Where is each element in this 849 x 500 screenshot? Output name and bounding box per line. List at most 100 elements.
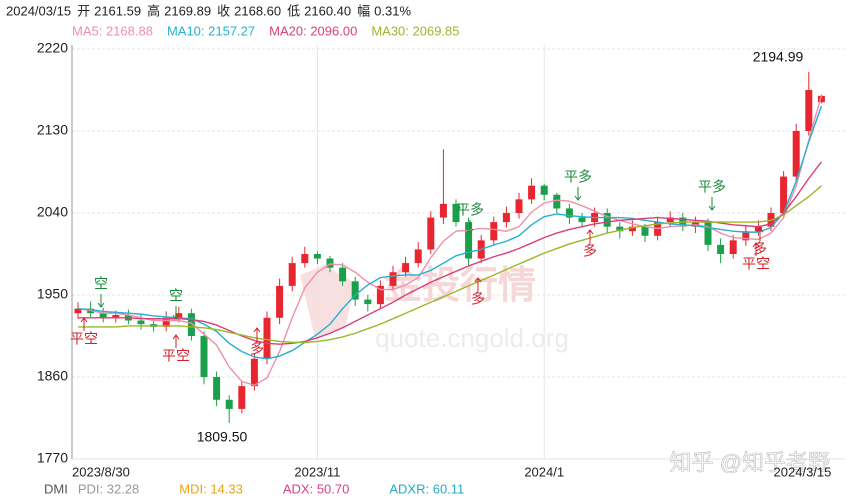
y-tick-label: 2130 <box>37 122 68 138</box>
candle-body <box>641 226 649 236</box>
indicator-name: DMI <box>44 481 68 496</box>
ma-line <box>77 105 823 360</box>
candle-body <box>162 317 170 327</box>
signal-arrowhead <box>172 314 180 320</box>
signal-arrowhead <box>466 228 474 234</box>
header-label: 高 <box>147 3 160 18</box>
header-value: 2169.89 <box>164 3 211 18</box>
candle-body <box>666 217 674 223</box>
candle-body <box>805 90 813 131</box>
header-value: 2161.59 <box>94 3 141 18</box>
candle-body <box>276 285 284 318</box>
candle-body <box>250 358 258 387</box>
legend-entry: MA10: 2157.27 <box>167 23 255 38</box>
candle-body <box>414 249 422 264</box>
candle-body <box>490 222 498 241</box>
candle-body <box>213 377 221 400</box>
candle-body <box>578 217 586 223</box>
x-tick-label: 2024/1 <box>524 464 564 479</box>
y-tick-label: 1770 <box>37 450 68 466</box>
candle-body <box>540 185 548 195</box>
candle-body <box>187 313 195 336</box>
candle-body <box>780 176 788 213</box>
candle-body <box>717 244 725 254</box>
watermark-credit: 知乎 @知乎者野 <box>670 450 830 475</box>
header-value: 0.31% <box>374 3 411 18</box>
signal-arrowhead <box>80 317 88 323</box>
candle-body <box>389 272 397 286</box>
ma-line <box>78 161 822 345</box>
signal-label: 平空 <box>742 256 770 272</box>
candle-body <box>603 213 611 227</box>
candle-body <box>452 203 460 223</box>
candle-body <box>742 231 750 241</box>
candle-body <box>74 308 82 314</box>
watermark-site: quote.cngold.org <box>375 323 569 353</box>
legend-entry: MA30: 2069.85 <box>371 23 459 38</box>
candle-body <box>754 226 762 232</box>
candle-body <box>263 317 271 359</box>
legend-entry: MA5: 2168.88 <box>72 23 153 38</box>
signal-label: 多 <box>583 243 597 259</box>
candle-body <box>376 285 384 305</box>
candle-body <box>112 315 120 318</box>
candle-body <box>351 281 359 300</box>
indicator-value: ADX: 50.70 <box>283 481 350 496</box>
candle-body <box>339 267 347 282</box>
candle-body <box>704 222 712 245</box>
candle-body <box>553 194 561 209</box>
signal-arrowhead <box>586 229 594 235</box>
candle-body <box>528 185 536 200</box>
y-tick-label: 2220 <box>37 40 68 56</box>
low-label: 1809.50 <box>197 429 248 445</box>
header-value: 2160.40 <box>304 3 351 18</box>
header-date: 2024/03/15 <box>6 3 71 18</box>
signal-arrowhead <box>708 205 716 211</box>
legend-entry: MA20: 2096.00 <box>269 23 357 38</box>
header-label: 收 <box>217 3 230 18</box>
ma-line <box>78 185 822 344</box>
candle-body <box>817 95 825 103</box>
signal-arrowhead <box>172 334 180 340</box>
candle-body <box>502 213 510 223</box>
indicator-value: PDI: 32.28 <box>78 481 139 496</box>
signal-arrowhead <box>756 227 764 233</box>
signal-label: 多 <box>471 291 485 307</box>
candle-body <box>364 299 372 305</box>
candle-body <box>313 254 321 259</box>
high-label: 2194.99 <box>753 49 804 65</box>
signal-arrowhead <box>474 277 482 283</box>
candle-body <box>465 222 473 259</box>
signal-label: 空 <box>94 276 108 292</box>
candle-body <box>288 263 296 286</box>
indicator-value: MDI: 14.33 <box>179 481 243 496</box>
candle-body <box>301 254 309 264</box>
candle-body <box>402 263 410 273</box>
x-tick-label: 2023/11 <box>294 464 340 479</box>
header-label: 开 <box>77 3 90 18</box>
y-tick-label: 2040 <box>37 204 68 220</box>
candle-body <box>792 131 800 177</box>
signal-label: 平空 <box>70 331 98 347</box>
header-value: 2168.60 <box>234 3 281 18</box>
signal-arrowhead <box>253 327 261 333</box>
ma-line <box>77 95 823 386</box>
candle-body <box>565 208 573 218</box>
candle-body <box>439 203 447 218</box>
candle-body <box>427 217 435 250</box>
candle-body <box>225 399 233 409</box>
signal-arrowhead <box>97 302 105 308</box>
signal-label: 平多 <box>564 169 592 185</box>
y-tick-label: 1950 <box>37 286 68 302</box>
signal-label: 平多 <box>456 202 484 218</box>
signal-label: 平空 <box>162 348 190 364</box>
candle-body <box>137 320 145 325</box>
indicator-value: ADXR: 60.11 <box>389 481 464 496</box>
y-tick-label: 1860 <box>37 368 68 384</box>
candle-body <box>729 240 737 254</box>
x-tick-label: 2024/3/15 <box>774 464 832 479</box>
candle-body <box>326 258 334 268</box>
header-label: 低 <box>287 3 300 18</box>
